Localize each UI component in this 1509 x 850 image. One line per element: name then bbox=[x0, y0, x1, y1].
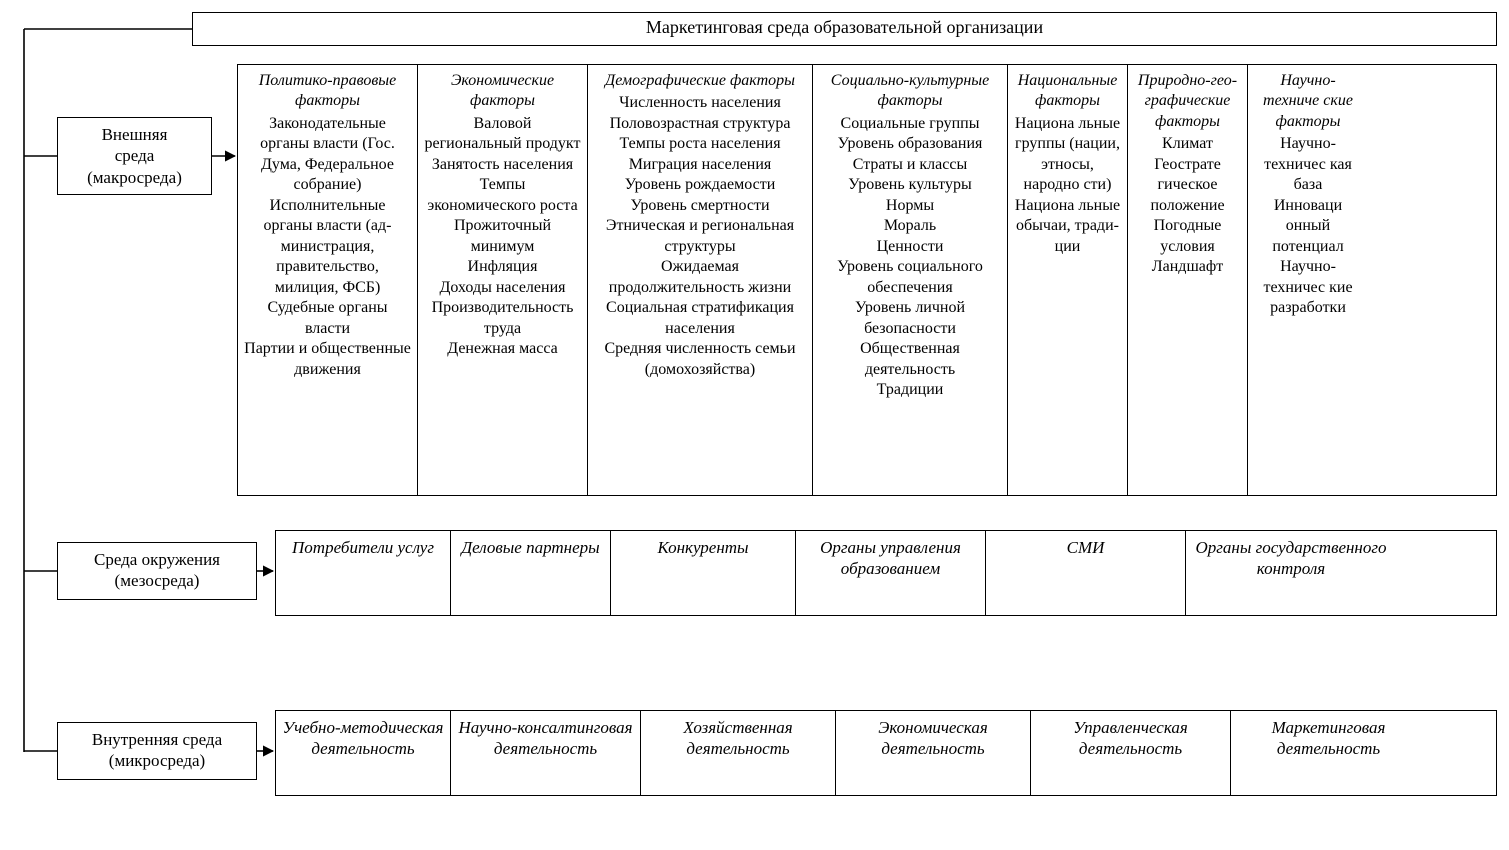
row-cell: Конкуренты bbox=[611, 531, 796, 615]
level-label-line: (микросреда) bbox=[109, 751, 205, 770]
column-item: Миграция населения bbox=[594, 155, 806, 175]
column-header: Научно-техниче ские факто­ры bbox=[1254, 71, 1362, 132]
macro-column: Демографиче­ские факторыЧисленность насе… bbox=[588, 65, 813, 495]
column-item: Нормы bbox=[819, 196, 1001, 216]
column-item: Прожиточный минимум bbox=[424, 216, 581, 257]
column-item: Уровень культуры bbox=[819, 175, 1001, 195]
macro-column: Социально-культурные факторыСоциальные г… bbox=[813, 65, 1008, 495]
row-cell: Органы государственного контроля bbox=[1186, 531, 1396, 615]
column-item: Инноваци онный потенци­ал bbox=[1254, 196, 1362, 257]
column-item: Социальная страти­фикация населения bbox=[594, 298, 806, 339]
column-item: Погод­ные условия bbox=[1134, 216, 1241, 257]
column-item: Научно-техничес кая база bbox=[1254, 134, 1362, 195]
row-cell: Научно-консалтинговая деятельность bbox=[451, 711, 641, 795]
column-item: Валовой региональный продукт bbox=[424, 114, 581, 155]
column-item: Ожидаемая продолжительность жизни bbox=[594, 257, 806, 298]
row-cell-text: Хозяйственная деятельность bbox=[647, 717, 829, 760]
row-cell-text: Учебно-методическая деятельность bbox=[282, 717, 444, 760]
column-item: Социальные группы bbox=[819, 114, 1001, 134]
diagram-root: Маркетинговая среда образовательной орга… bbox=[12, 12, 1509, 838]
row-cell: Управленческая деятельность bbox=[1031, 711, 1231, 795]
row-cell: Потребители услуг bbox=[276, 531, 451, 615]
column-item: Ценности bbox=[819, 237, 1001, 257]
column-item: Национа льные обычаи, тради­ции bbox=[1014, 196, 1121, 257]
row-cell-text: Органы управления образованием bbox=[802, 537, 979, 580]
column-item: Денежная масса bbox=[424, 339, 581, 359]
row-cell-text: Экономическая деятельность bbox=[842, 717, 1024, 760]
column-item: Уровень социального обеспечения bbox=[819, 257, 1001, 298]
macro-column: Нацио­наль­ные факто­рыНациона льные гру… bbox=[1008, 65, 1128, 495]
column-item: Численность населения bbox=[594, 93, 806, 113]
column-item: Традиции bbox=[819, 380, 1001, 400]
column-item: Мораль bbox=[819, 216, 1001, 236]
row-cell: СМИ bbox=[986, 531, 1186, 615]
column-item: Темпы роста населения bbox=[594, 134, 806, 154]
column-item: Средняя численность семьи (домохозяйства… bbox=[594, 339, 806, 380]
column-header: Социально-культурные факторы bbox=[819, 71, 1001, 112]
column-item: Научно-техничес кие разработ­ки bbox=[1254, 257, 1362, 318]
column-header: Политико-правовые факторы bbox=[244, 71, 411, 112]
level-label-line: (мезосреда) bbox=[115, 571, 200, 590]
level-container-meso: Потребители услуг Деловые партнеры Конкуре… bbox=[275, 530, 1497, 616]
column-item: Темпы экономического роста bbox=[424, 175, 581, 216]
column-item: Уровень образования bbox=[819, 134, 1001, 154]
column-item: Законодательные органы власти (Гос. Дума… bbox=[244, 114, 411, 196]
row-cell: Экономическая деятельность bbox=[836, 711, 1031, 795]
row-cell-text: Научно-консалтинговая деятельность bbox=[457, 717, 634, 760]
column-item: Исполнительные органы власти (ад­министр… bbox=[244, 196, 411, 298]
row-cell: Деловые партнеры bbox=[451, 531, 611, 615]
row-cell-text: Маркетинговая деятельность bbox=[1237, 717, 1420, 760]
row-cell-text: Деловые партнеры bbox=[461, 537, 599, 558]
row-cell: Маркетинговая деятельность bbox=[1231, 711, 1426, 795]
level-label-meso: Среда окружения (мезосреда) bbox=[57, 542, 257, 600]
column-item: Этническая и региональная структуры bbox=[594, 216, 806, 257]
column-item: Судебные органы власти bbox=[244, 298, 411, 339]
column-item: Страты и классы bbox=[819, 155, 1001, 175]
column-item: Половозрастная структура bbox=[594, 114, 806, 134]
row-cell: Учебно-методическая деятельность bbox=[276, 711, 451, 795]
column-item: Национа льные группы (нации, этносы, нар… bbox=[1014, 114, 1121, 196]
level-label-line: Внутренняя среда bbox=[92, 730, 222, 749]
column-header: Природ­но-гео­графиче­ские факто­ры bbox=[1134, 71, 1241, 132]
column-item: Геострате гическое положе­ние bbox=[1134, 155, 1241, 216]
level-label-macro: Внешняя среда (макросреда) bbox=[57, 117, 212, 195]
row-cell-text: Потребители услуг bbox=[292, 537, 434, 558]
macro-column: Научно-техниче ские факто­рыНаучно-техни… bbox=[1248, 65, 1368, 495]
row-cell-text: Органы государственного контроля bbox=[1192, 537, 1390, 580]
column-item: Уровень личной безопасности bbox=[819, 298, 1001, 339]
level-label-line: (макросреда) bbox=[87, 168, 182, 187]
column-header: Демографиче­ские факторы bbox=[594, 71, 806, 91]
level-container-micro: Учебно-методическая деятельность Научно-к… bbox=[275, 710, 1497, 796]
column-header: Экономические факторы bbox=[424, 71, 581, 112]
column-item: Уровень смертности bbox=[594, 196, 806, 216]
level-label-line: среда bbox=[115, 146, 155, 165]
column-item: Климат bbox=[1134, 134, 1241, 154]
row-cell: Органы управления образованием bbox=[796, 531, 986, 615]
macro-column: Политико-правовые факторыЗаконодательные… bbox=[238, 65, 418, 495]
column-item: Общественная деятельность bbox=[819, 339, 1001, 380]
column-item: Занятость населения bbox=[424, 155, 581, 175]
level-label-line: Среда окружения bbox=[94, 550, 220, 569]
macro-column: Природ­но-гео­графиче­ские факто­рыКлима… bbox=[1128, 65, 1248, 495]
column-item: Инфляция bbox=[424, 257, 581, 277]
row-cell-text: СМИ bbox=[1067, 537, 1105, 558]
column-item: Уровень рождаемости bbox=[594, 175, 806, 195]
level-label-line: Внешняя bbox=[102, 125, 168, 144]
title-box: Маркетинговая среда образовательной орга… bbox=[192, 12, 1497, 46]
column-item: Производитель­ность труда bbox=[424, 298, 581, 339]
level-label-micro: Внутренняя среда (микросреда) bbox=[57, 722, 257, 780]
column-item: Партии и общественные движения bbox=[244, 339, 411, 380]
macro-column: Экономические факторыВаловой региональны… bbox=[418, 65, 588, 495]
column-header: Нацио­наль­ные факто­ры bbox=[1014, 71, 1121, 112]
level-container-macro: Политико-правовые факторыЗаконодательные… bbox=[237, 64, 1497, 496]
column-item: Доходы населения bbox=[424, 278, 581, 298]
column-item: Ланд­шафт bbox=[1134, 257, 1241, 277]
row-cell-text: Управленческая деятельность bbox=[1037, 717, 1224, 760]
row-cell-text: Конкуренты bbox=[657, 537, 748, 558]
row-cell: Хозяйственная деятельность bbox=[641, 711, 836, 795]
